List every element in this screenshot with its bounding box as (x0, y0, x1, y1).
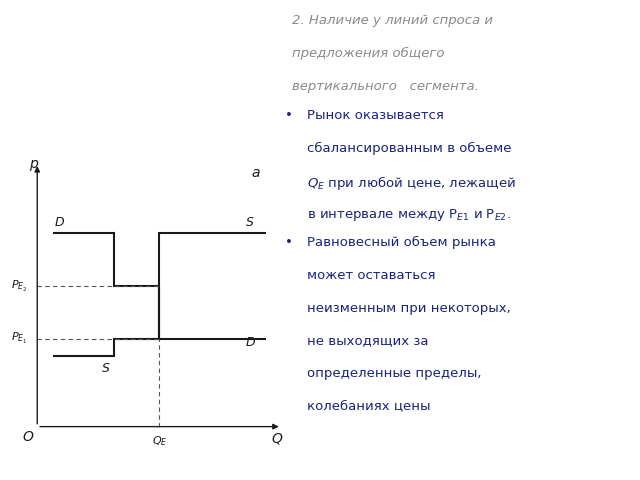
Text: $D$: $D$ (245, 336, 256, 349)
Text: $O$: $O$ (22, 430, 35, 444)
Text: Рынок оказывается: Рынок оказывается (307, 109, 444, 122)
Text: колебаниях цены: колебаниях цены (307, 399, 430, 412)
Text: определенные пределы,: определенные пределы, (307, 367, 481, 380)
Text: предложения общего: предложения общего (292, 47, 445, 60)
Text: $P_{E_1}$: $P_{E_1}$ (11, 331, 27, 347)
Text: •: • (285, 109, 293, 122)
Text: $Q_E$ при любой цене, лежащей: $Q_E$ при любой цене, лежащей (307, 174, 515, 192)
Text: •: • (285, 236, 293, 249)
Text: $S$: $S$ (245, 216, 255, 229)
Text: вертикального   сегмента.: вертикального сегмента. (292, 80, 479, 93)
Text: $Q$: $Q$ (271, 431, 283, 446)
Text: неизменным при некоторых,: неизменным при некоторых, (307, 301, 511, 314)
Text: $p$: $p$ (29, 158, 39, 173)
Text: $D$: $D$ (54, 216, 65, 229)
Text: не выходящих за: не выходящих за (307, 334, 428, 347)
Text: 2. Наличие у линий спроса и: 2. Наличие у линий спроса и (292, 14, 493, 27)
Text: в интервале между P$_{E1}$ и P$_{E2}$.: в интервале между P$_{E1}$ и P$_{E2}$. (307, 207, 511, 223)
Text: Равновесный объем рынка: Равновесный объем рынка (307, 236, 495, 250)
Text: $Q_E$: $Q_E$ (152, 434, 167, 448)
Text: $S$: $S$ (101, 362, 111, 375)
Text: $a$: $a$ (251, 166, 260, 180)
Text: может оставаться: может оставаться (307, 269, 435, 282)
Text: $P_{E_2}$: $P_{E_2}$ (11, 278, 27, 294)
Text: сбалансированным в объеме: сбалансированным в объеме (307, 142, 511, 155)
